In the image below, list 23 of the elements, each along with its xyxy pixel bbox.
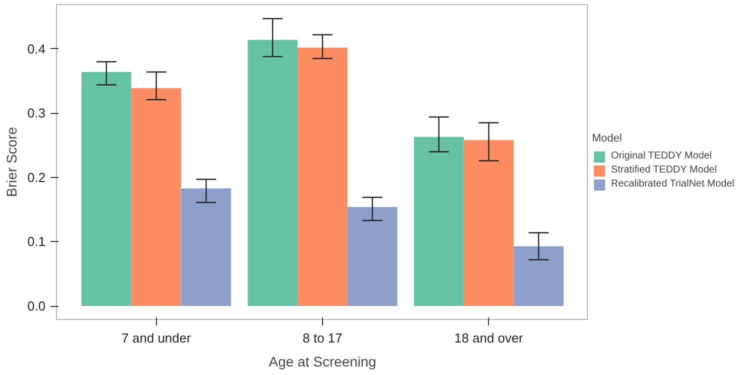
bar: [248, 40, 298, 306]
x-tick-label: 8 to 17: [302, 330, 342, 346]
x-tick-label: 18 and over: [454, 330, 524, 346]
y-tick-label: 0.3: [27, 106, 46, 121]
x-tick-label: 7 and under: [122, 330, 192, 346]
legend-label: Recalibrated TrialNet Model: [611, 178, 734, 190]
bar: [514, 246, 564, 306]
y-tick-label: 0.2: [27, 170, 46, 185]
legend-label: Stratified TEDDY Model: [611, 164, 717, 176]
legend-label: Original TEDDY Model: [611, 150, 712, 162]
bar: [298, 48, 348, 306]
y-tick-label: 0.0: [27, 298, 46, 314]
bar: [414, 136, 464, 306]
y-tick-label: 0.1: [27, 234, 46, 250]
y-tick-label: 0.4: [27, 41, 46, 56]
x-axis-title: Age at Screening: [268, 354, 376, 370]
y-axis-title: Brier Score: [3, 126, 20, 198]
legend-title: Model: [592, 132, 623, 144]
bar: [131, 88, 182, 306]
bar: [464, 140, 514, 306]
bar: [347, 207, 398, 306]
bar: [81, 72, 132, 306]
bar: [181, 188, 232, 306]
